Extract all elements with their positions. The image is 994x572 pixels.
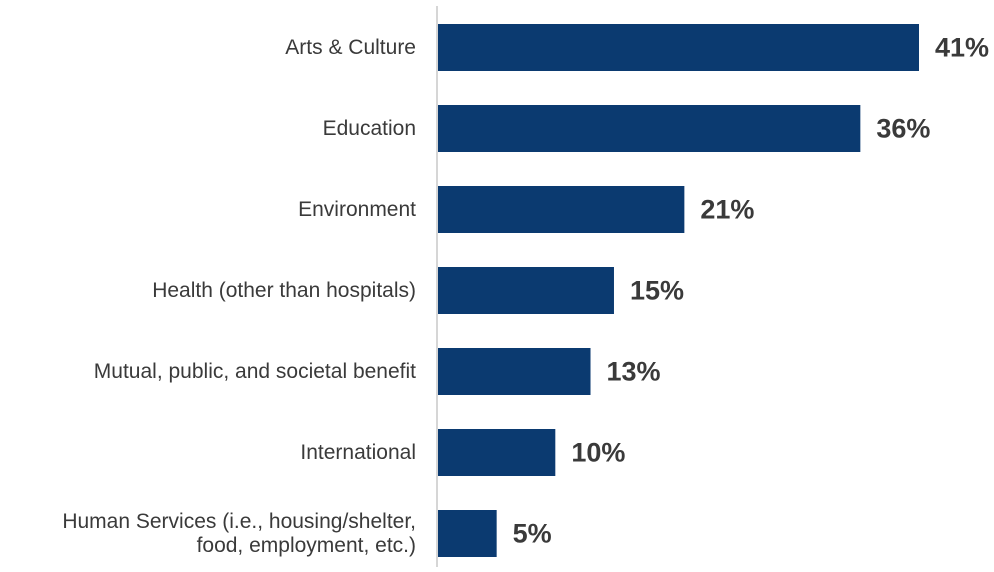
category-label-5: International xyxy=(300,441,416,464)
category-label-2: Environment xyxy=(298,198,416,221)
bar-6 xyxy=(438,510,497,557)
category-labels-layer: Arts & Culture Education Environment Health… xyxy=(62,36,416,557)
bar-5 xyxy=(438,429,556,476)
bar-3 xyxy=(438,267,614,314)
category-label-4: Mutual, public, and societal benefit xyxy=(94,360,416,383)
bars-layer xyxy=(438,24,919,557)
bar-1 xyxy=(438,105,861,152)
value-label-2: 21% xyxy=(700,195,754,225)
bar-4 xyxy=(438,348,591,395)
value-label-6: 5% xyxy=(513,519,552,549)
category-label-3: Health (other than hospitals) xyxy=(152,279,416,302)
bar-0 xyxy=(438,24,919,71)
category-label-1: Education xyxy=(323,117,416,140)
value-label-4: 13% xyxy=(607,357,661,387)
category-label-0: Arts & Culture xyxy=(285,36,416,59)
value-label-1: 36% xyxy=(876,114,930,144)
value-label-5: 10% xyxy=(571,438,625,468)
value-labels-layer: 41% 36% 21% 15% 13% 10% 5% xyxy=(513,33,989,549)
value-label-0: 41% xyxy=(935,33,989,63)
category-label-6: Human Services (i.e., housing/shelter, fo… xyxy=(62,510,416,557)
bar-2 xyxy=(438,186,685,233)
value-label-3: 15% xyxy=(630,276,684,306)
